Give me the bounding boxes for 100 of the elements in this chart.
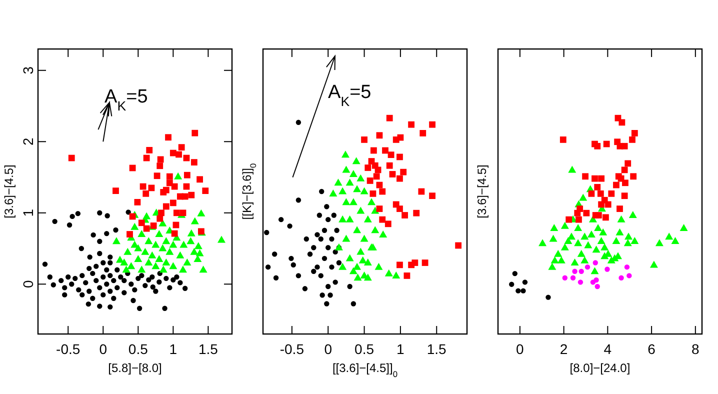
point: [578, 280, 584, 285]
point: [318, 273, 324, 278]
point: [162, 258, 170, 266]
point: [550, 256, 559, 264]
point: [592, 260, 598, 266]
point: [320, 292, 325, 298]
point: [353, 226, 362, 234]
point: [162, 186, 170, 194]
point: [373, 173, 380, 180]
point: [328, 292, 333, 298]
point: [334, 178, 342, 186]
point: [126, 231, 133, 238]
point: [579, 194, 588, 201]
point: [138, 220, 145, 226]
point: [129, 213, 136, 220]
point: [560, 222, 569, 229]
point: [617, 215, 626, 222]
point: [166, 173, 173, 180]
point: [166, 248, 174, 255]
point: [392, 272, 400, 279]
y-tick-label: 3: [20, 66, 36, 74]
point: [361, 136, 368, 143]
point: [156, 215, 164, 222]
point: [140, 183, 146, 190]
point: [311, 245, 316, 250]
point: [162, 203, 170, 210]
point: [630, 173, 637, 180]
point: [626, 273, 632, 278]
point: [360, 234, 368, 242]
point: [273, 275, 279, 280]
point: [594, 142, 601, 150]
point: [360, 187, 368, 194]
point: [631, 130, 638, 136]
point: [370, 147, 377, 154]
x-tick-label: 0.5: [128, 341, 148, 357]
point: [628, 211, 637, 218]
point: [613, 182, 620, 188]
point: [146, 146, 153, 154]
point: [112, 237, 120, 244]
point: [594, 224, 602, 232]
point: [612, 236, 620, 244]
point: [630, 236, 639, 244]
point: [602, 214, 609, 221]
point: [588, 190, 595, 197]
point: [379, 230, 388, 238]
y-tick-label: 0: [20, 280, 36, 288]
point: [568, 166, 576, 173]
point: [307, 252, 313, 257]
point: [618, 119, 626, 126]
point: [616, 206, 623, 212]
point: [574, 210, 581, 216]
point: [352, 157, 360, 164]
point: [520, 288, 526, 294]
point: [290, 262, 296, 268]
point: [604, 266, 610, 272]
point: [192, 130, 198, 136]
point: [122, 266, 130, 273]
point: [197, 209, 206, 216]
point: [621, 142, 628, 150]
point: [158, 219, 167, 226]
text: A$_{K}$=5: [328, 82, 372, 108]
point: [429, 121, 436, 128]
point: [599, 228, 608, 236]
point: [580, 232, 589, 240]
x-axis-title: [8.0]−[24.0]: [570, 361, 630, 375]
x-tick-label: 8: [692, 341, 700, 357]
point: [190, 159, 198, 166]
point: [314, 264, 320, 270]
point: [574, 239, 582, 246]
point: [580, 256, 589, 264]
point: [356, 206, 365, 214]
point: [418, 188, 425, 195]
point: [143, 225, 150, 232]
point: [265, 264, 271, 270]
point: [304, 236, 310, 242]
point: [130, 222, 139, 230]
point: [173, 210, 180, 216]
point: [560, 136, 566, 143]
point: [597, 190, 604, 197]
point: [584, 241, 592, 248]
point: [296, 273, 302, 278]
point: [288, 256, 294, 262]
point: [680, 224, 688, 232]
x-tick-label: 2: [560, 341, 568, 357]
point: [386, 114, 393, 122]
point: [342, 234, 350, 242]
x-tick-label: 0: [324, 341, 332, 357]
point: [169, 262, 178, 270]
point: [404, 272, 410, 279]
point: [364, 215, 372, 222]
point: [342, 166, 350, 173]
point: [142, 190, 150, 197]
point: [671, 236, 680, 244]
point: [603, 140, 610, 148]
point: [388, 152, 394, 158]
point: [408, 121, 414, 128]
point: [322, 228, 328, 233]
point: [202, 188, 209, 194]
point: [157, 156, 164, 163]
point: [346, 215, 354, 222]
